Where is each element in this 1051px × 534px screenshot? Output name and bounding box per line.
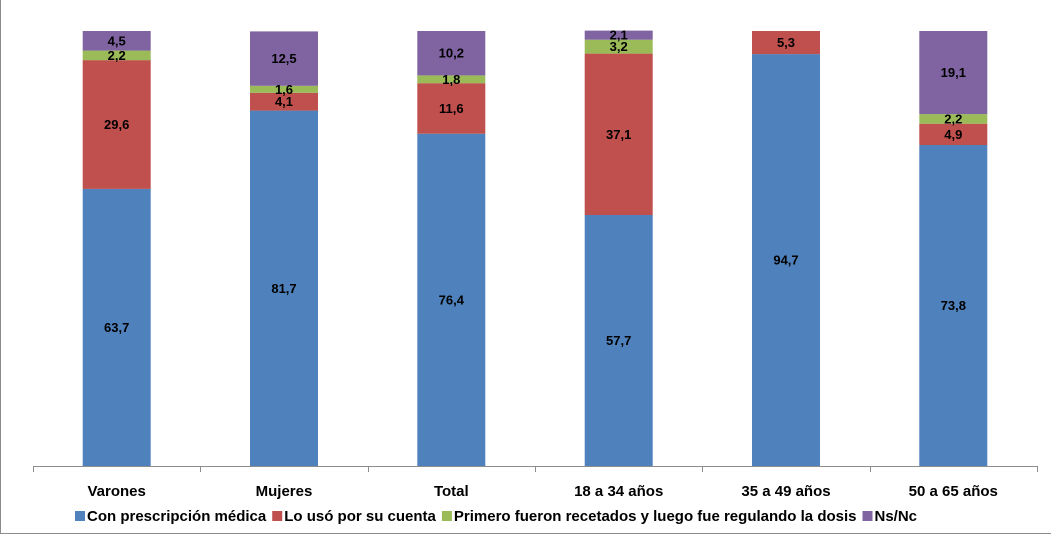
- x-tick-label: Varones: [88, 483, 146, 500]
- data-labels-group: 63,729,62,24,581,74,11,612,576,411,61,81…: [104, 28, 966, 348]
- data-label: 94,7: [773, 253, 798, 268]
- bar-segment-con-prescripcion-medica-35-a-49-anos: [752, 54, 820, 466]
- data-label: 19,1: [941, 65, 966, 80]
- data-label: 11,6: [439, 101, 464, 116]
- legend-label: Primero fueron recetados y luego fue reg…: [454, 508, 857, 525]
- legend-item-lo-uso-por-su-cuenta: Lo usó por su cuenta: [272, 508, 437, 525]
- x-tick-label: 18 a 34 años: [574, 483, 663, 500]
- bar-segment-con-prescripcion-medica-50-a-65-anos: [919, 145, 988, 466]
- legend-swatch: [862, 511, 873, 521]
- bar-segment-lo-uso-por-su-cuenta-35-a-49-anos: [752, 31, 820, 55]
- legend-label: Lo usó por su cuenta: [284, 508, 436, 525]
- bar-segment-lo-uso-por-su-cuenta-mujeres: [250, 92, 318, 111]
- legend-item-primero-fueron-recetados-y-luego-fue-regulando-la-dosis: Primero fueron recetados y luego fue reg…: [441, 508, 857, 525]
- data-label: 5,3: [777, 35, 795, 50]
- data-label: 76,4: [439, 292, 465, 307]
- bar-segment-ns-nc-total: [417, 31, 486, 76]
- data-label: 81,7: [271, 281, 296, 296]
- data-label: 63,7: [104, 320, 129, 335]
- data-label: 57,7: [606, 333, 631, 348]
- bar-segment-primero-fueron-recetados-y-luego-fue-regulando-la-dosis-mujeres: [250, 85, 318, 93]
- bar-segment-ns-nc-50-a-65-anos: [919, 31, 988, 115]
- legend: Con prescripción médica Lo usó por su cue…: [75, 508, 917, 525]
- x-tick-label: Total: [434, 483, 469, 500]
- data-label: 3,2: [610, 39, 628, 54]
- data-label: 1,6: [275, 82, 293, 97]
- bar-segment-primero-fueron-recetados-y-luego-fue-regulando-la-dosis-total: [417, 75, 486, 84]
- bar-segment-primero-fueron-recetados-y-luego-fue-regulando-la-dosis-18-a-34-anos: [584, 39, 653, 54]
- bar-segment-ns-nc-varones: [82, 31, 151, 51]
- x-tick-label: 50 a 65 años: [909, 483, 998, 500]
- legend-swatch: [441, 511, 452, 521]
- data-label: 2,2: [944, 111, 962, 126]
- data-label: 29,6: [104, 117, 129, 132]
- bar-segment-con-prescripcion-medica-18-a-34-anos: [584, 215, 653, 466]
- x-axis: Varones Mujeres Total 18 a 34 años 35 a 49 a…: [33, 466, 1038, 500]
- bar-segment-primero-fueron-recetados-y-luego-fue-regulando-la-dosis-varones: [82, 50, 151, 61]
- legend-item-ns-nc: Ns/Nc: [862, 508, 918, 525]
- data-label: 4,9: [944, 127, 962, 142]
- bar-segment-ns-nc-mujeres: [250, 31, 318, 86]
- bar-segment-lo-uso-por-su-cuenta-varones: [82, 60, 151, 189]
- x-tick-label: Mujeres: [256, 483, 313, 500]
- bar-segment-con-prescripcion-medica-varones: [82, 188, 151, 466]
- data-label: 37,1: [606, 127, 631, 142]
- data-label: 2,1: [610, 28, 628, 43]
- legend-label: Con prescripción médica: [87, 508, 267, 525]
- legend-label: Ns/Nc: [875, 508, 918, 525]
- bar-segment-con-prescripcion-medica-mujeres: [250, 110, 318, 466]
- data-label: 1,8: [442, 72, 460, 87]
- bar-segment-lo-uso-por-su-cuenta-18-a-34-anos: [584, 53, 653, 215]
- legend-swatch: [75, 511, 85, 521]
- data-label: 10,2: [439, 46, 464, 61]
- legend-item-con-prescripcion-medica: Con prescripción médica: [75, 508, 267, 525]
- data-label: 73,8: [941, 298, 966, 313]
- legend-swatch: [272, 511, 283, 521]
- data-label: 4,5: [108, 33, 126, 48]
- data-label: 4,1: [275, 94, 293, 109]
- bar-segment-lo-uso-por-su-cuenta-total: [417, 83, 486, 134]
- bar-segment-lo-uso-por-su-cuenta-50-a-65-anos: [919, 123, 988, 145]
- bar-segment-con-prescripcion-medica-total: [417, 133, 486, 466]
- data-label: 2,2: [108, 48, 126, 63]
- data-label: 12,5: [271, 51, 296, 66]
- x-tick-label: 35 a 49 años: [741, 483, 830, 500]
- bar-segment-ns-nc-18-a-34-anos: [584, 30, 653, 40]
- bar-segment-primero-fueron-recetados-y-luego-fue-regulando-la-dosis-50-a-65-anos: [919, 114, 988, 124]
- bars-group: [82, 30, 988, 466]
